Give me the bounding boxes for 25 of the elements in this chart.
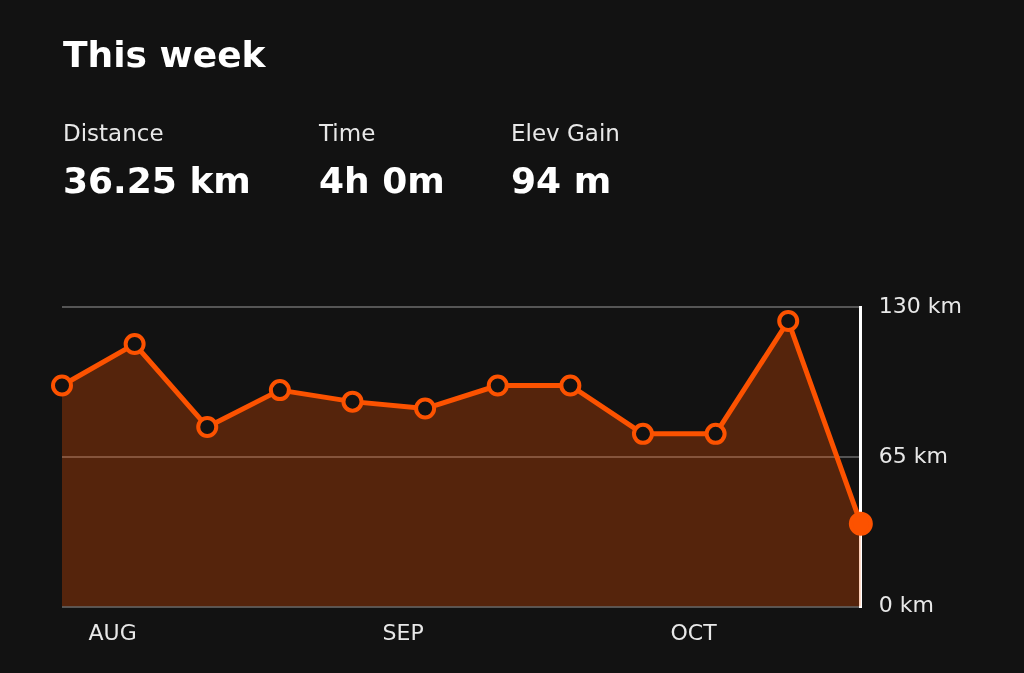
point — [777, 310, 800, 333]
point — [123, 333, 146, 356]
chart-title: This week — [63, 34, 266, 75]
y-tick-label: 130 km — [878, 292, 962, 318]
point — [341, 390, 364, 413]
point — [848, 511, 873, 536]
text: Distance — [63, 120, 165, 146]
text: 36.25 km — [63, 160, 251, 201]
point — [196, 415, 219, 438]
point — [559, 374, 582, 397]
text: Time — [319, 120, 377, 146]
x-tick-label: OCT — [670, 619, 718, 645]
text: Elev Gain — [511, 120, 620, 146]
y-tick-label: 0 km — [878, 592, 935, 618]
text: 94 m — [511, 160, 613, 201]
point — [414, 397, 437, 420]
point — [268, 379, 291, 402]
point — [486, 374, 509, 397]
x-tick-label: SEP — [382, 619, 424, 645]
text: 4h 0m — [319, 160, 445, 201]
point — [704, 422, 727, 445]
point — [51, 374, 73, 397]
y-tick-label: 65 km — [878, 442, 949, 468]
x-tick-label: AUG — [88, 619, 137, 645]
point — [631, 422, 654, 445]
